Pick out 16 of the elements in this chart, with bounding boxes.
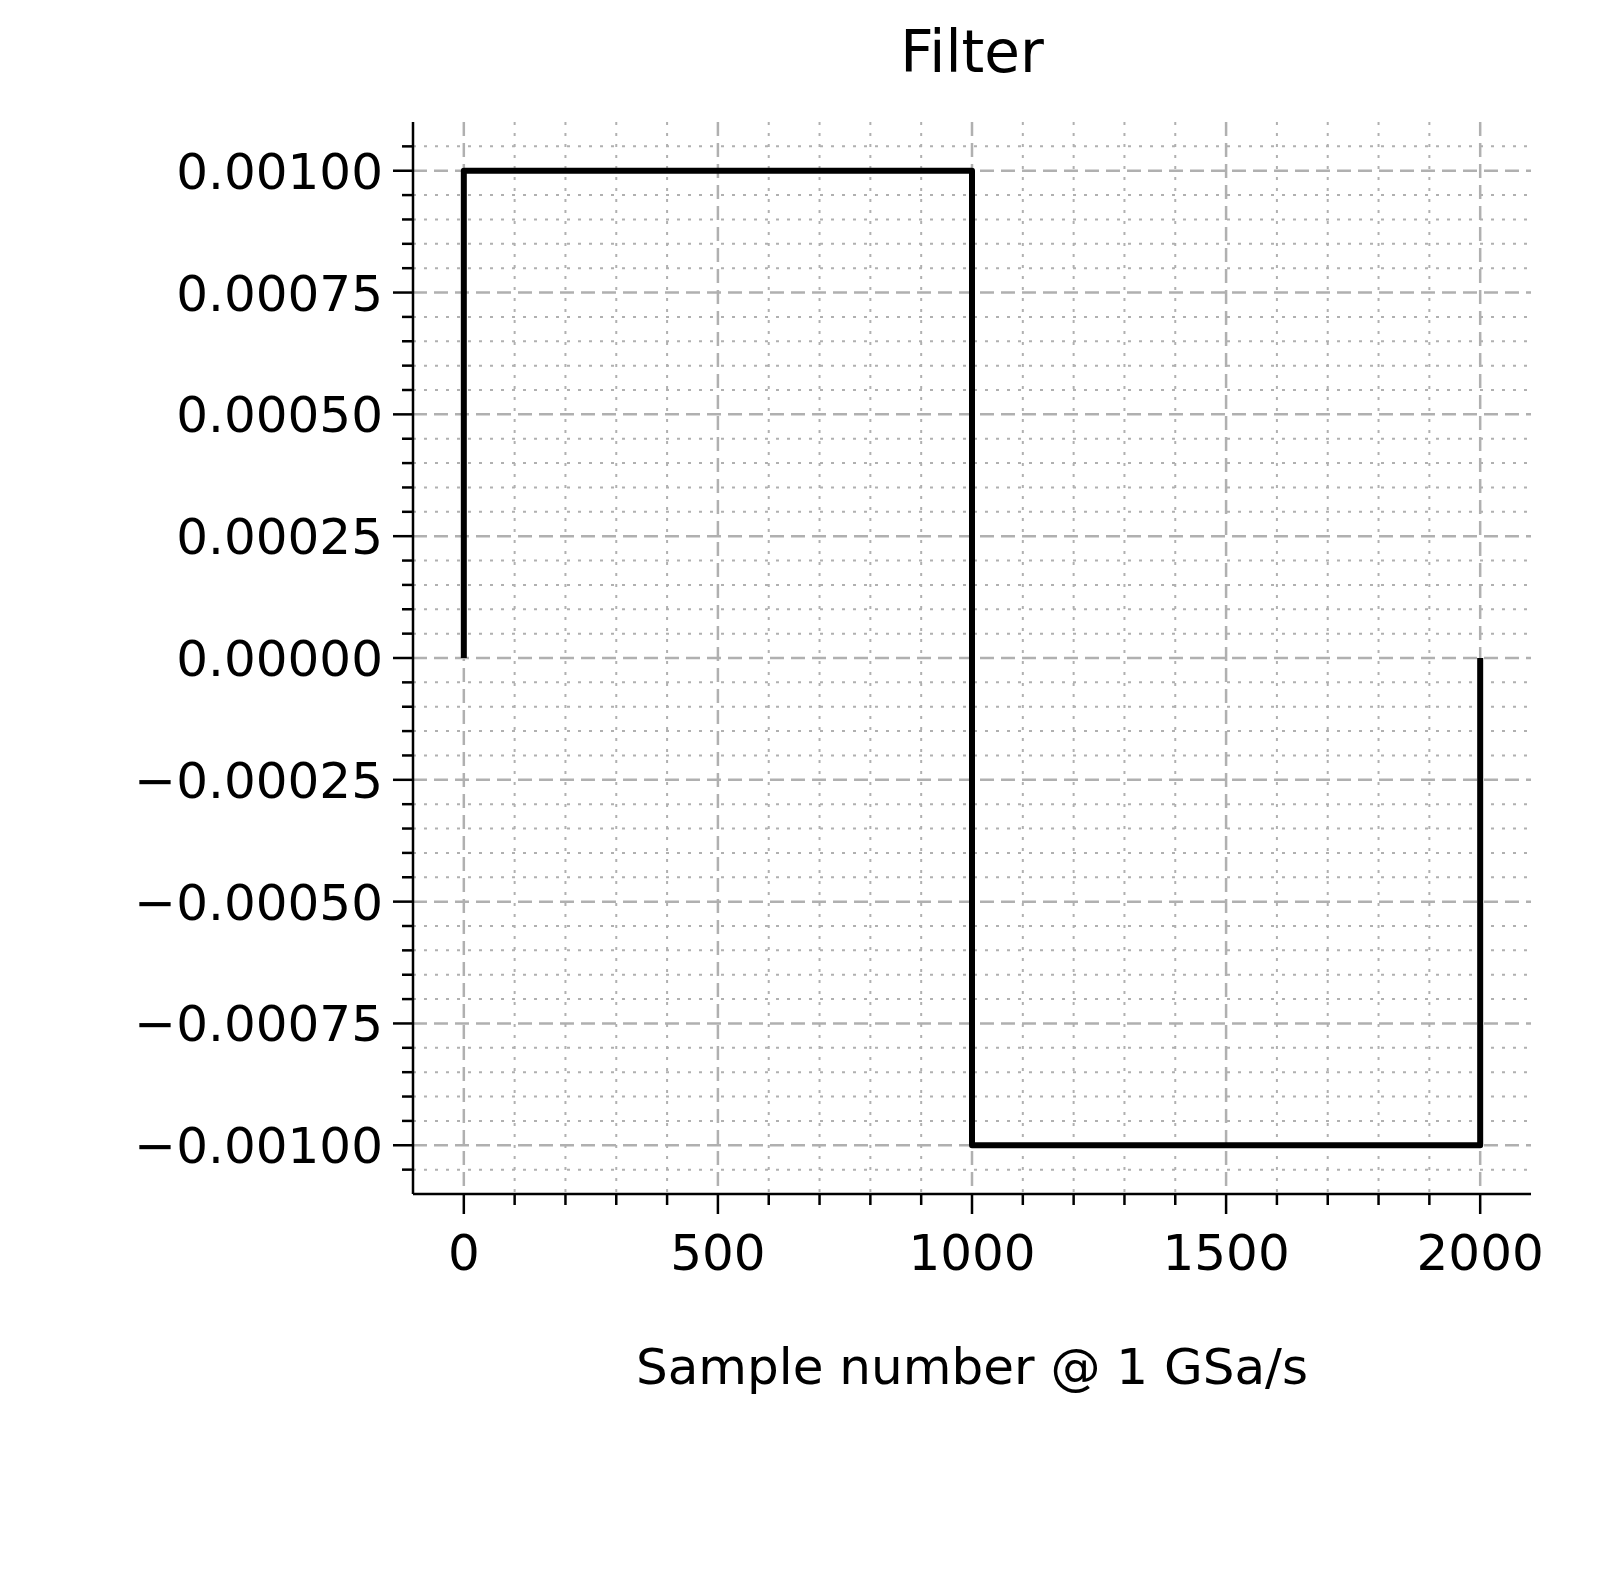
- y-tick-label: −0.00025: [134, 751, 383, 810]
- x-tick-label: 500: [670, 1224, 766, 1282]
- y-tick-label: 0.00100: [176, 142, 383, 201]
- y-tick-label: −0.00100: [134, 1117, 383, 1176]
- y-tick-label: −0.00050: [134, 873, 383, 932]
- y-tick-label: 0.00075: [176, 264, 383, 323]
- x-tick-label: 2000: [1416, 1224, 1544, 1282]
- y-tick-label: 0.00000: [176, 630, 383, 688]
- x-tick-label: 1000: [908, 1224, 1036, 1282]
- y-tick-label: 0.00025: [176, 508, 383, 567]
- chart-title: Filter: [899, 18, 1045, 86]
- y-tick-label: −0.00075: [134, 995, 383, 1054]
- y-tick-label: 0.00050: [176, 386, 383, 445]
- x-axis-title: Sample number @ 1 GSa/s: [635, 1338, 1309, 1396]
- x-tick-label: 1500: [1162, 1224, 1290, 1282]
- x-tick-label: 0: [447, 1224, 480, 1282]
